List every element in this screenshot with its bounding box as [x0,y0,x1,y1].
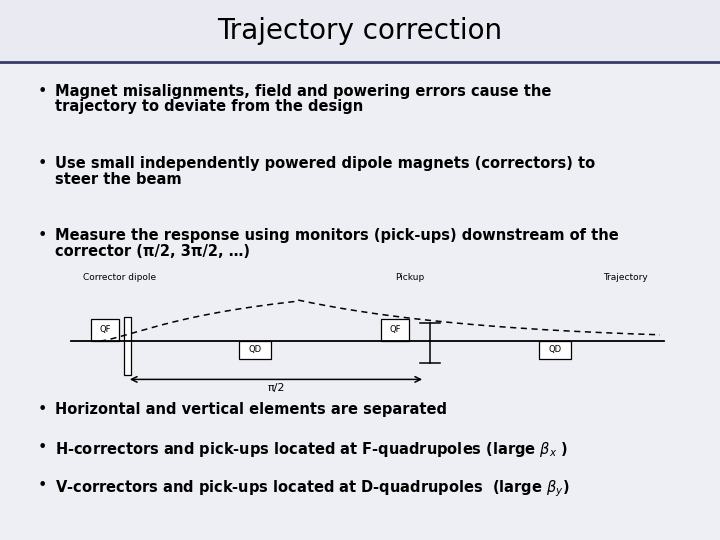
Text: Horizontal and vertical elements are separated: Horizontal and vertical elements are sep… [55,402,447,417]
Text: corrector (π/2, 3π/2, …): corrector (π/2, 3π/2, …) [55,244,250,259]
Text: Use small independently powered dipole magnets (correctors) to: Use small independently powered dipole m… [55,156,595,171]
Text: steer the beam: steer the beam [55,172,181,186]
Text: •: • [38,228,48,243]
Text: Corrector dipole: Corrector dipole [84,273,156,282]
Text: QF: QF [390,325,401,334]
Text: QD: QD [248,345,261,354]
Text: •: • [38,440,48,455]
Text: •: • [38,402,48,417]
Bar [539,341,571,359]
Bar [381,319,409,341]
Text: Trajectory: Trajectory [603,273,647,282]
Text: •: • [38,84,48,99]
Bar [0,0,720,62]
Bar [124,317,130,375]
Text: V-correctors and pick-ups located at D-quadrupoles  (large $\beta_y$): V-correctors and pick-ups located at D-q… [55,478,570,498]
Text: •: • [38,156,48,171]
Bar [239,341,271,359]
Bar [91,319,119,341]
Text: •: • [38,478,48,493]
Text: Trajectory correction: Trajectory correction [217,17,503,45]
Text: π/2: π/2 [267,383,284,394]
Text: QD: QD [549,345,562,354]
Text: Magnet misalignments, field and powering errors cause the: Magnet misalignments, field and powering… [55,84,552,99]
Text: H-correctors and pick-ups located at F-quadrupoles (large $\beta_x$ ): H-correctors and pick-ups located at F-q… [55,440,568,459]
Text: trajectory to deviate from the design: trajectory to deviate from the design [55,99,364,114]
Text: QF: QF [99,325,111,334]
Text: Measure the response using monitors (pick-ups) downstream of the: Measure the response using monitors (pic… [55,228,618,243]
Text: Pickup: Pickup [395,273,425,282]
